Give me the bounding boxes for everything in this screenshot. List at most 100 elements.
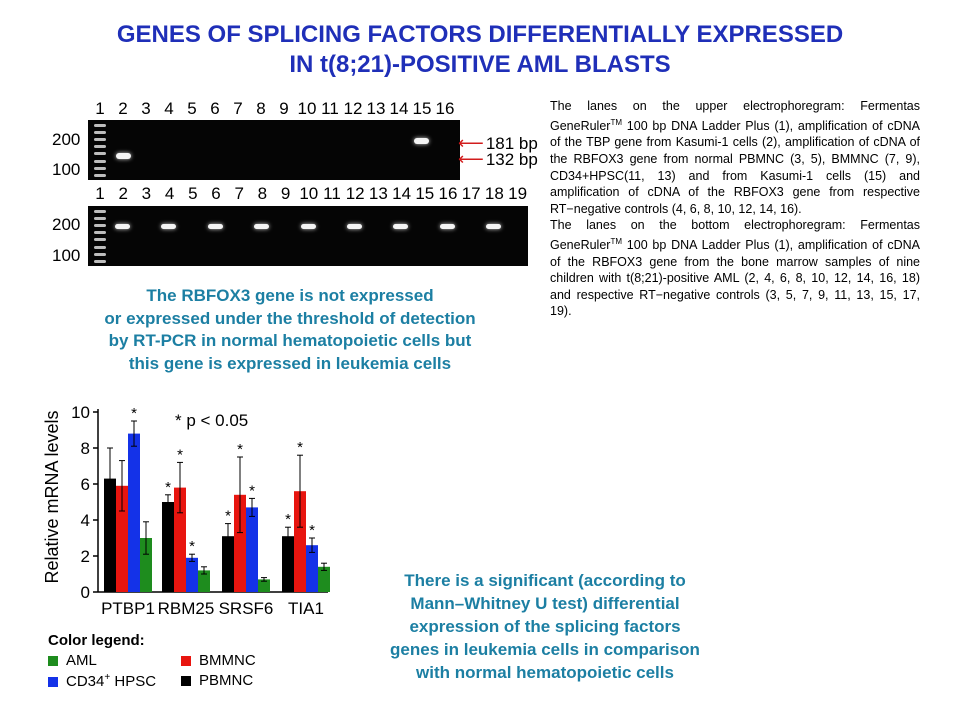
- top-lane-number: 12: [343, 99, 363, 118]
- sample-band: [300, 224, 316, 229]
- bar: [282, 536, 294, 592]
- bar: [246, 507, 258, 592]
- sample-band: [254, 224, 270, 229]
- bottom-lane-number: 14: [392, 184, 412, 203]
- sample-band: [161, 224, 177, 229]
- arrow-left-icon: ⟵: [458, 149, 484, 169]
- ladder-band: [94, 246, 106, 249]
- top-gel-image: [88, 120, 460, 180]
- splicing-factor-bar-chart: 0 2 4 6 8 10 Relative mRNA levels * p < 0.05 * PT…: [42, 403, 330, 618]
- top-ladder-label-200: 200: [52, 130, 81, 149]
- y-tick-label: 6: [81, 475, 90, 494]
- significance-star: *: [225, 508, 231, 525]
- bottom-gel-image: [88, 206, 528, 266]
- sample-band: [116, 153, 131, 159]
- significance-star: *: [165, 479, 171, 496]
- description-upper: The lanes on the upper electrophoregram:…: [550, 99, 920, 216]
- bottom-lane-number: 5: [188, 184, 198, 203]
- bar: [162, 502, 174, 592]
- bottom-lane-number: 11: [323, 184, 341, 203]
- splicing-significance-note: There is a significant (according to Man…: [390, 571, 700, 682]
- sample-band: [393, 224, 409, 229]
- top-lane-number: 16: [435, 99, 455, 118]
- bar: [258, 579, 270, 592]
- bottom-ladder-label-200: 200: [52, 215, 81, 234]
- bar: [186, 557, 198, 592]
- top-lane-number: 15: [412, 99, 432, 118]
- bottom-lane-number: 8: [257, 184, 268, 203]
- ladder-band: [94, 152, 106, 155]
- legend-swatch-bmmnc: [181, 656, 191, 667]
- significance-star: *: [189, 538, 195, 555]
- bottom-lane-number: 3: [141, 184, 152, 203]
- top-lane-number: 14: [389, 99, 409, 118]
- top-lane-number: 10: [297, 99, 317, 118]
- bottom-lane-number: 12: [345, 184, 365, 203]
- bottom-gel-lane-numbers: 1 2 3 4 5 6 7 8 9 10 11 12 13 14 15 16 17 18 19: [0, 184, 540, 204]
- bar: [318, 566, 330, 592]
- legend-item-cd34-hpsc: CD34+ HPSC: [48, 672, 156, 690]
- bar: [174, 487, 186, 592]
- bottom-lane-number: 15: [415, 184, 435, 203]
- bottom-lane-number: 16: [438, 184, 458, 203]
- bottom-lane-number: 19: [508, 184, 528, 203]
- bottom-lane-number: 4: [164, 184, 175, 203]
- sample-band: [347, 224, 362, 229]
- top-lane-number: 8: [256, 99, 266, 118]
- band-label-132bp: ⟵ 132 bp: [458, 149, 538, 169]
- significance-star: *: [237, 441, 243, 458]
- ladder-band: [94, 131, 106, 134]
- significance-star: *: [177, 446, 183, 463]
- top-lane-number: 1: [95, 99, 105, 118]
- x-category-label: SRSF6: [219, 599, 274, 618]
- electrophoregram-description: The lanes on the upper electrophoregram:…: [550, 98, 920, 320]
- top-lane-number: 7: [233, 99, 243, 118]
- legend-swatch-pbmnc: [181, 676, 191, 687]
- sample-band: [207, 224, 223, 229]
- significance-star: *: [297, 439, 303, 456]
- band-label-181bp: ⟵ 181 bp: [458, 133, 538, 153]
- top-lane-number: 3: [141, 99, 151, 118]
- top-lane-number: 2: [118, 99, 128, 118]
- sample-band: [439, 224, 455, 229]
- bottom-lane-number: 10: [299, 184, 319, 203]
- ladder-band: [94, 145, 106, 148]
- x-category-label: TIA1: [288, 599, 324, 618]
- description-lower: The lanes on the bottom electrophoregram…: [550, 218, 920, 319]
- arrow-left-icon: ⟵: [458, 133, 484, 153]
- bottom-lane-number: 1: [95, 184, 105, 203]
- ladder-band: [94, 260, 106, 263]
- bar: [140, 538, 152, 592]
- bottom-lane-number: 7: [234, 184, 244, 203]
- legend-swatch-aml: [48, 656, 58, 667]
- bottom-ladder-label-100: 100: [52, 246, 81, 265]
- bar: [306, 545, 318, 592]
- significance-star: *: [309, 522, 315, 539]
- y-tick-label: 10: [71, 403, 90, 422]
- legend-item-bmmnc: BMMNC: [181, 652, 256, 669]
- y-tick-label: 4: [81, 511, 90, 530]
- significance-star: *: [285, 511, 291, 528]
- sample-band: [115, 224, 130, 229]
- ladder-band: [94, 231, 106, 234]
- significance-star: *: [249, 482, 255, 499]
- y-axis-label: Relative mRNA levels: [42, 410, 62, 583]
- top-lane-number: 9: [279, 99, 289, 118]
- significance-note: * p < 0.05: [175, 411, 248, 430]
- legend-item-aml: AML: [48, 652, 97, 669]
- legend-swatch-cd34-hpsc: [48, 677, 58, 688]
- bottom-lane-number: 6: [211, 184, 221, 203]
- x-category-label: RBM25: [158, 599, 215, 618]
- rbfox3-note: The RBFOX3 gene is not expressed or expr…: [104, 286, 476, 373]
- title-line-1: GENES OF SPLICING FACTORS DIFFERENTIALLY…: [116, 21, 844, 48]
- bar: [294, 491, 306, 592]
- ladder-band: [94, 160, 106, 163]
- bar: [234, 494, 246, 592]
- bottom-lane-number: 2: [118, 184, 128, 203]
- top-gel-lane-numbers: 1 2 3 4 5 6 7 8 9 10 11 12 13 14 15 16: [0, 99, 520, 119]
- sample-band: [486, 224, 502, 229]
- bar: [104, 478, 116, 592]
- top-lane-number: 11: [321, 99, 339, 118]
- ladder-band: [94, 253, 106, 256]
- bar: [128, 433, 140, 592]
